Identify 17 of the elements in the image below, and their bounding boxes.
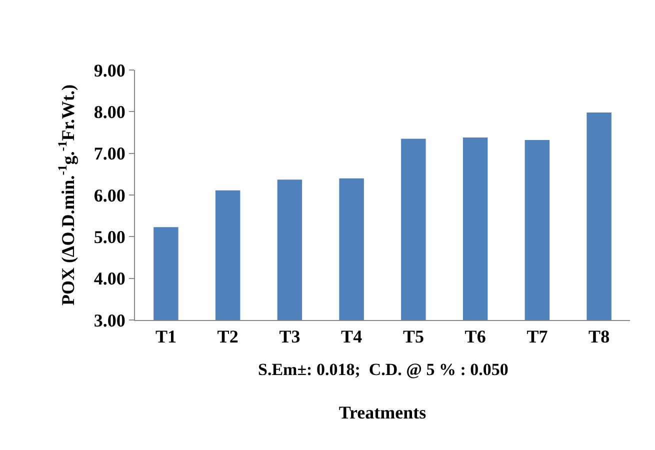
y-tick-label: 5.00 (94, 226, 126, 247)
y-tick-label: 7.00 (94, 144, 126, 164)
text: S.Em±: 0.018; C.D. @ 5 % : 0.050 (258, 360, 508, 379)
x-tick-label: T4 (341, 326, 362, 347)
y-tick-label: 3.00 (94, 310, 126, 330)
x-axis-title: Treatments (338, 402, 426, 423)
x-tick-label: T7 (526, 326, 548, 347)
y-tick-label: 9.00 (94, 60, 126, 80)
y-tick-label: 6.00 (94, 185, 126, 206)
x-tick-label: T3 (279, 326, 300, 347)
x-tick-label: T2 (217, 326, 238, 347)
x-tick-label: T5 (402, 326, 424, 347)
x-tick-label: T8 (588, 326, 610, 347)
y-tick-label: 4.00 (94, 268, 126, 289)
x-tick-label: T6 (464, 326, 486, 347)
y-tick-label: 8.00 (94, 102, 126, 122)
x-tick-label: T1 (155, 326, 176, 347)
